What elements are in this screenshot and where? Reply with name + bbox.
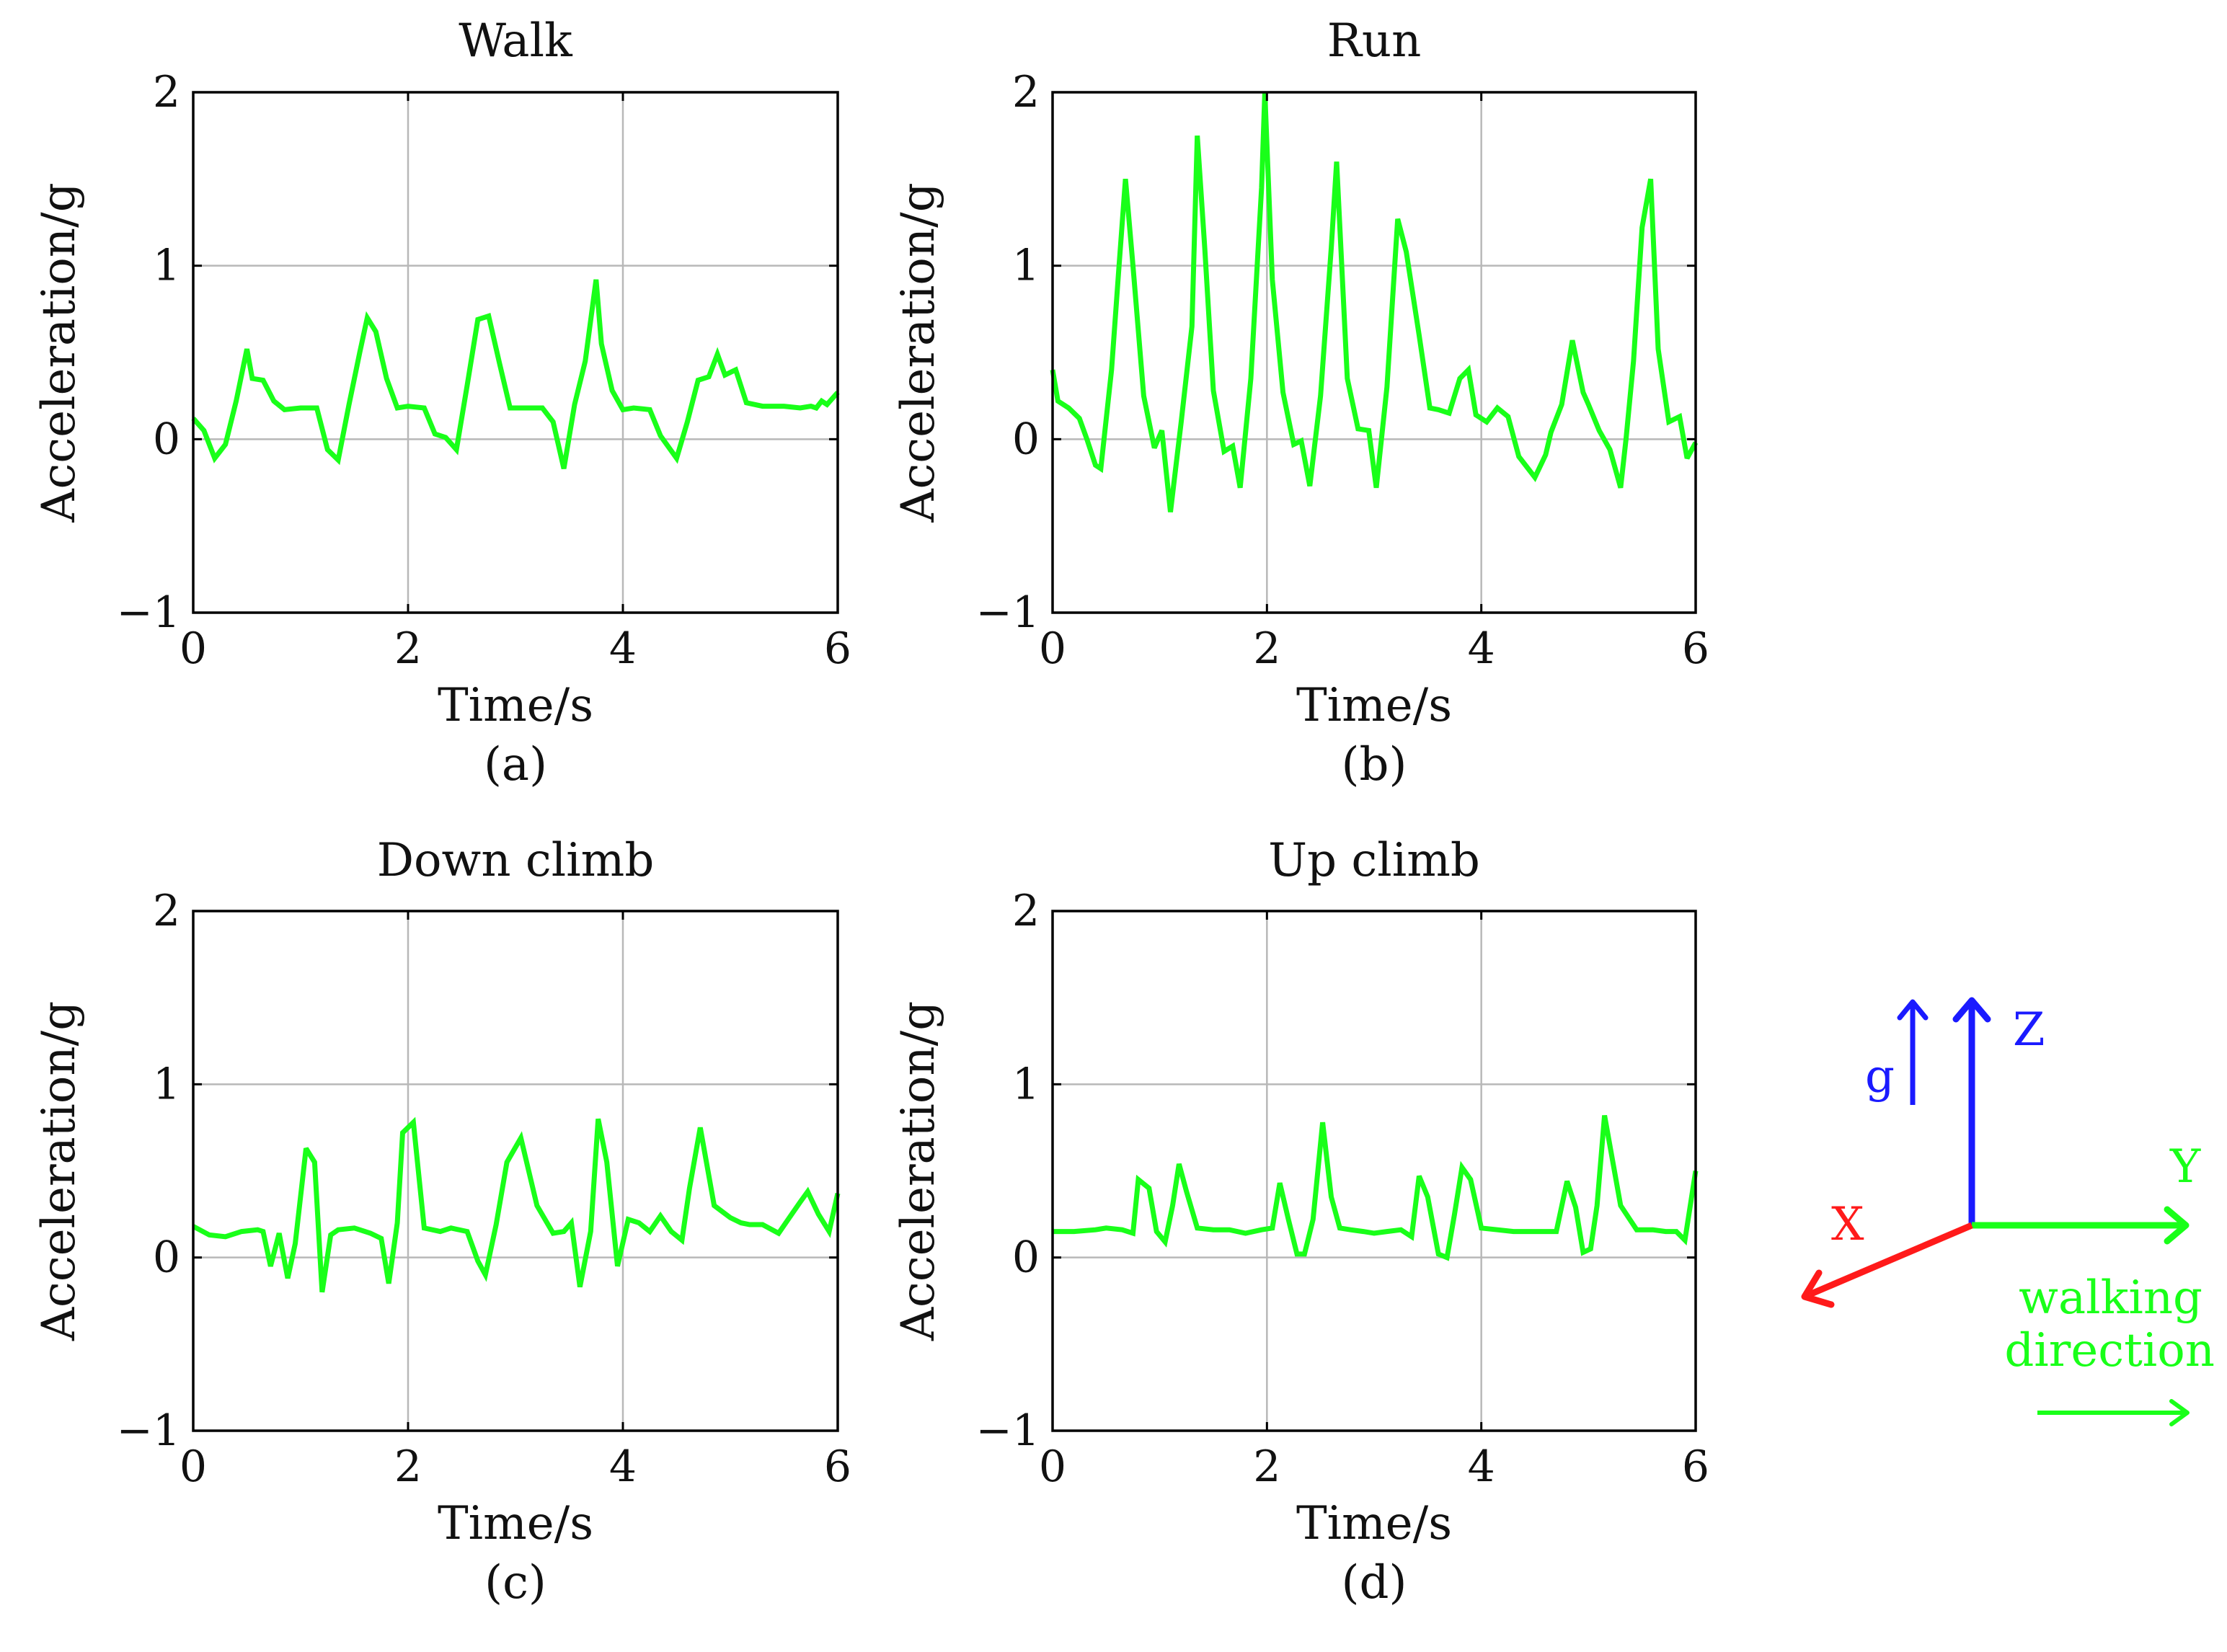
chart-b-ylabel: Acceleration/g <box>892 182 945 523</box>
chart-a-ytick-label: 2 <box>153 67 180 117</box>
chart-b-ytick-label: −1 <box>976 587 1040 638</box>
chart-b-series-line <box>1050 92 1699 512</box>
chart-b-ytick-label: 1 <box>1012 241 1040 291</box>
chart-d-xtick-label: 0 <box>1039 1442 1066 1492</box>
chart-a-ytick-label: 0 <box>153 414 180 464</box>
chart-c-xtick-label: 2 <box>394 1442 422 1492</box>
walking-label-line2: direction <box>2004 1324 2215 1377</box>
g-arrowhead <box>1897 999 1929 1021</box>
chart-a-frame <box>192 91 839 614</box>
chart-b-title: Run <box>1327 14 1422 68</box>
chart-c-ytick-label: −1 <box>117 1405 180 1456</box>
chart-a-ytick-label: −1 <box>117 587 180 638</box>
chart-a-series-line <box>191 279 840 469</box>
chart-b-ytick-label: 0 <box>1012 414 1040 464</box>
y-arrowhead <box>2164 1206 2190 1245</box>
chart-c-ytick-label: 1 <box>153 1059 180 1109</box>
chart-a-ylabel: Acceleration/g <box>32 182 86 523</box>
chart-c-xlabel: Time/s <box>438 1497 593 1550</box>
chart-b-xtick-label: 4 <box>1468 623 1495 674</box>
chart-a-caption: (a) <box>484 738 547 791</box>
chart-c-ytick-label: 0 <box>153 1233 180 1283</box>
chart-d-ytick-label: −1 <box>976 1405 1040 1456</box>
z-label: Z <box>2013 1003 2045 1057</box>
chart-c-xtick-label: 0 <box>180 1442 207 1492</box>
walking-label-line1: walking <box>2019 1271 2202 1325</box>
chart-a-title: Walk <box>459 14 573 68</box>
chart-d-ylabel: Acceleration/g <box>892 1001 945 1341</box>
chart-a-ytick-label: 1 <box>153 241 180 291</box>
chart-d-ytick-label: 1 <box>1012 1059 1040 1109</box>
chart-b-caption: (b) <box>1342 738 1407 791</box>
chart-d-frame <box>1051 910 1697 1432</box>
chart-d-caption: (d) <box>1342 1556 1407 1609</box>
chart-c-frame <box>192 910 839 1432</box>
chart-b-ytick-label: 2 <box>1012 67 1040 117</box>
chart-c-caption: (c) <box>484 1556 546 1609</box>
walking-direction-arrowhead <box>2169 1399 2190 1426</box>
chart-b-frame <box>1051 91 1697 614</box>
chart-a-xtick-label: 6 <box>824 623 851 674</box>
x-label: X <box>1831 1198 1864 1251</box>
z-arrowhead <box>1952 997 1991 1023</box>
chart-a-xtick-label: 4 <box>609 623 637 674</box>
chart-d-xlabel: Time/s <box>1296 1497 1452 1550</box>
chart-c-xtick-label: 4 <box>609 1442 637 1492</box>
chart-a-xlabel: Time/s <box>438 679 593 732</box>
chart-d-title: Up climb <box>1268 834 1480 887</box>
y-label: Y <box>2169 1140 2201 1194</box>
chart-c-title: Down climb <box>377 834 655 887</box>
chart-d-xtick-label: 4 <box>1468 1442 1495 1492</box>
chart-b-xtick-label: 6 <box>1682 623 1709 674</box>
chart-c-series-line <box>192 1116 841 1293</box>
chart-d-series-line <box>1053 1114 1699 1261</box>
chart-c-ylabel: Acceleration/g <box>32 1001 86 1341</box>
chart-b-xlabel: Time/s <box>1296 679 1452 732</box>
x-arrowhead <box>1801 1269 1835 1308</box>
axes-legend: g Z Y X walking direction <box>1801 997 2215 1426</box>
x-arrow <box>1808 1222 1973 1298</box>
chart-b-xtick-label: 0 <box>1039 623 1066 674</box>
g-label: g <box>1865 1050 1895 1103</box>
chart-d-ytick-label: 2 <box>1012 886 1040 936</box>
chart-a-xtick-label: 0 <box>180 623 207 674</box>
chart-d-xtick-label: 6 <box>1682 1442 1709 1492</box>
chart-c-ytick-label: 2 <box>153 886 180 936</box>
chart-d-ytick-label: 0 <box>1012 1233 1040 1283</box>
chart-b-xtick-label: 2 <box>1253 623 1280 674</box>
chart-d-xtick-label: 2 <box>1253 1442 1280 1492</box>
chart-a-xtick-label: 2 <box>394 623 422 674</box>
chart-c-xtick-label: 6 <box>824 1442 851 1492</box>
